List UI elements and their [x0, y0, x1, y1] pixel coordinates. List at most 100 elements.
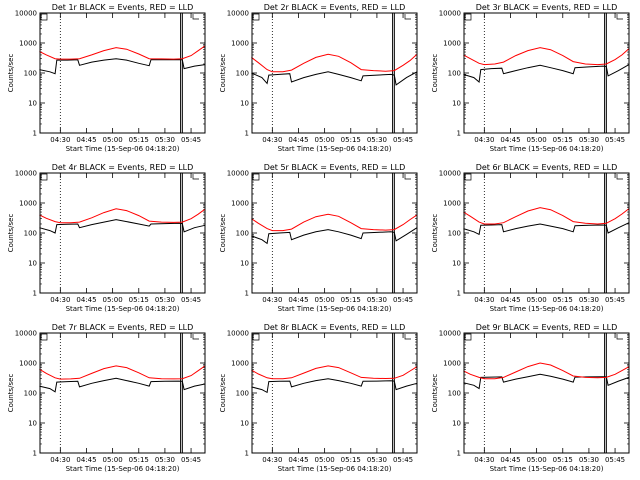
lld-series-line — [463, 362, 630, 380]
y-axis-label: Counts/sec — [431, 374, 439, 413]
y-axis-label: Counts/sec — [431, 214, 439, 253]
lld-series-line — [251, 53, 418, 73]
y-tick-label: 10000 — [227, 170, 249, 178]
y-axis-label: Counts/sec — [219, 214, 227, 253]
y-tick-label: 10000 — [227, 330, 249, 338]
events-series-line — [251, 378, 418, 394]
corner-marker — [252, 173, 260, 181]
x-tick-label: 05:00 — [103, 136, 123, 144]
events-series-line — [39, 377, 206, 393]
x-tick-label: 05:45 — [181, 296, 201, 304]
corner-marker — [464, 173, 472, 181]
x-tick-label: 05:00 — [527, 296, 547, 304]
x-tick-label: 04:30 — [50, 296, 70, 304]
events-series-line — [39, 219, 206, 234]
x-tick-label: 05:15 — [341, 456, 361, 464]
corner-marker — [616, 174, 623, 180]
x-tick-label: 04:30 — [50, 456, 70, 464]
plot-frame — [39, 332, 206, 454]
panel-title: Det 9r BLACK = Events, RED = LLD — [476, 323, 618, 332]
y-tick-label: 1 — [245, 130, 249, 138]
corner-marker — [252, 333, 260, 341]
x-tick-label: 05:15 — [129, 456, 149, 464]
detector-panel: Det 2r BLACK = Events, RED = LLD 1 10 100 10… — [219, 3, 418, 153]
x-tick-label: 05:45 — [605, 136, 625, 144]
x-tick-label: 04:45 — [500, 456, 520, 464]
x-axis-label: Start Time (15-Sep-06 04:18:20) — [490, 465, 604, 473]
x-tick-label: 05:15 — [129, 296, 149, 304]
y-tick-label: 1000 — [19, 40, 37, 48]
events-series-line — [251, 227, 418, 245]
x-tick-label: 05:30 — [579, 296, 599, 304]
x-tick-label: 05:45 — [181, 456, 201, 464]
x-tick-label: 05:45 — [605, 456, 625, 464]
corner-marker — [464, 13, 472, 21]
events-series-line — [39, 58, 206, 75]
panel-title: Det 7r BLACK = Events, RED = LLD — [52, 323, 194, 332]
x-tick-label: 05:45 — [393, 456, 413, 464]
plot-frame — [251, 332, 418, 454]
y-axis-label: Counts/sec — [431, 54, 439, 93]
y-tick-label: 10000 — [439, 170, 461, 178]
y-tick-label: 1000 — [19, 200, 37, 208]
x-axis-label: Start Time (15-Sep-06 04:18:20) — [490, 145, 604, 153]
x-tick-label: 05:45 — [393, 296, 413, 304]
y-tick-label: 10 — [240, 420, 249, 428]
y-tick-label: 1000 — [231, 200, 249, 208]
y-tick-label: 1 — [245, 450, 249, 458]
detector-panel: Det 5r BLACK = Events, RED = LLD 1 10 100 10… — [219, 163, 418, 313]
x-tick-label: 04:45 — [288, 136, 308, 144]
x-axis-label: Start Time (15-Sep-06 04:18:20) — [66, 145, 180, 153]
panel-title: Det 8r BLACK = Events, RED = LLD — [264, 323, 406, 332]
x-tick-label: 05:30 — [155, 136, 175, 144]
y-tick-label: 100 — [24, 230, 37, 238]
detector-panel: Det 7r BLACK = Events, RED = LLD 1 10 100 10… — [7, 323, 206, 473]
x-tick-label: 05:00 — [103, 296, 123, 304]
plot-frame — [251, 12, 418, 134]
x-tick-label: 04:45 — [288, 296, 308, 304]
plot-frame — [463, 172, 630, 294]
events-series-line — [463, 64, 630, 83]
corner-marker — [464, 333, 472, 341]
x-axis-label: Start Time (15-Sep-06 04:18:20) — [278, 465, 392, 473]
y-tick-label: 10 — [28, 100, 37, 108]
plot-frame — [39, 12, 206, 134]
y-tick-label: 100 — [24, 390, 37, 398]
x-tick-label: 05:15 — [553, 296, 573, 304]
x-axis-label: Start Time (15-Sep-06 04:18:20) — [490, 305, 604, 313]
corner-marker — [192, 174, 199, 180]
x-axis-label: Start Time (15-Sep-06 04:18:20) — [278, 305, 392, 313]
x-tick-label: 05:45 — [605, 296, 625, 304]
x-tick-label: 04:30 — [262, 296, 282, 304]
x-tick-label: 05:30 — [155, 296, 175, 304]
x-tick-label: 04:30 — [474, 136, 494, 144]
y-tick-label: 10 — [28, 260, 37, 268]
y-tick-label: 10000 — [15, 10, 37, 18]
lld-series-line — [463, 207, 630, 225]
y-tick-label: 100 — [448, 70, 461, 78]
x-tick-label: 05:30 — [367, 296, 387, 304]
panel-title: Det 4r BLACK = Events, RED = LLD — [52, 163, 194, 172]
y-tick-label: 1000 — [443, 360, 461, 368]
x-tick-label: 05:15 — [129, 136, 149, 144]
corner-marker — [616, 14, 623, 20]
y-tick-label: 100 — [24, 70, 37, 78]
x-tick-label: 04:45 — [76, 296, 96, 304]
x-tick-label: 05:00 — [315, 456, 335, 464]
detector-panel: Det 6r BLACK = Events, RED = LLD 1 10 100 10… — [431, 163, 630, 313]
y-tick-label: 1 — [245, 290, 249, 298]
x-tick-label: 04:45 — [76, 456, 96, 464]
panel-title: Det 5r BLACK = Events, RED = LLD — [264, 163, 406, 172]
panel-title: Det 3r BLACK = Events, RED = LLD — [476, 3, 618, 12]
y-tick-label: 1000 — [443, 40, 461, 48]
y-tick-label: 10000 — [15, 330, 37, 338]
x-tick-label: 05:30 — [367, 136, 387, 144]
x-tick-label: 05:15 — [341, 136, 361, 144]
events-series-line — [251, 71, 418, 86]
x-tick-label: 04:45 — [288, 456, 308, 464]
lld-series-line — [39, 365, 206, 380]
x-axis-label: Start Time (15-Sep-06 04:18:20) — [66, 305, 180, 313]
detector-panel: Det 9r BLACK = Events, RED = LLD 1 10 100 10… — [431, 323, 630, 473]
